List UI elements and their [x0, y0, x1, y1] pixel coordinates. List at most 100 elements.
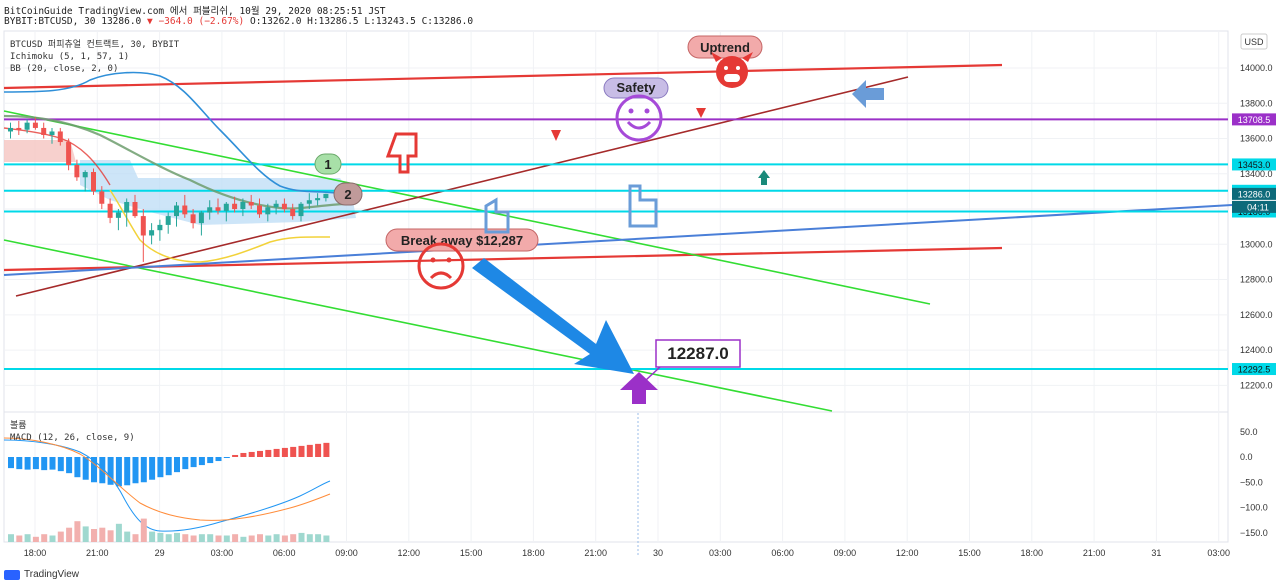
volume-bar: [57, 531, 64, 542]
trendline-blue[interactable]: [3, 204, 1233, 276]
candle-body: [290, 209, 296, 217]
price-label-text: 12292.5: [1238, 365, 1271, 375]
candle-body: [215, 207, 221, 211]
time-tick-label: 15:00: [958, 548, 981, 558]
macd-axis: 50.0 0.0 −50.0 −100.0 −150.0: [1240, 427, 1268, 538]
ohlc-values: O:13262.0 H:13286.5 L:13243.5 C:13286.0: [249, 16, 474, 27]
macd-bar: [215, 457, 222, 462]
candle-body: [49, 131, 55, 135]
candle-body: [124, 201, 130, 213]
hand-pointing-up-icon: [484, 197, 510, 234]
macd-bar: [174, 457, 180, 473]
time-tick-label: 18:00: [522, 548, 545, 558]
legend-symbol: BTCUSD 퍼피츄얼 컨트랙트, 30, BYBIT: [10, 39, 180, 50]
candle-body: [140, 216, 146, 236]
candle-body: [99, 191, 105, 204]
volume-bar: [82, 526, 89, 542]
big-down-arrow-icon: [472, 258, 634, 374]
candle-body: [306, 200, 312, 204]
macd-bar: [157, 457, 164, 478]
macd-bar: [207, 457, 214, 464]
candle-body: [190, 214, 196, 224]
candle-body: [24, 122, 30, 130]
candle-body: [91, 172, 96, 192]
time-tick-label: 21:00: [584, 548, 607, 558]
candle-body: [57, 131, 63, 143]
candle-body: [74, 164, 80, 178]
candle-body: [157, 224, 163, 231]
price-label-text: 13453.0: [1238, 160, 1271, 170]
volume-bar: [99, 527, 106, 542]
symbol-price: BYBIT:BTCUSD, 30 13286.0: [4, 16, 142, 27]
volume-bar: [240, 536, 247, 542]
macd-line: [3, 439, 331, 532]
macd-bar: [24, 457, 31, 470]
time-tick-label: 31: [1151, 548, 1161, 558]
candle-body: [182, 205, 188, 215]
trendline-green-upper[interactable]: [3, 110, 931, 305]
macd-bar: [248, 451, 255, 457]
price-tick-label: 13400.0: [1240, 169, 1273, 179]
price-tick-label: 13800.0: [1240, 98, 1273, 108]
countdown-text: 04:11: [1247, 202, 1269, 212]
macd-bar: [240, 452, 247, 457]
price-label-box: [1232, 363, 1276, 376]
annotation-2[interactable]: 2: [333, 182, 363, 206]
price-tick-label: 12400.0: [1240, 345, 1273, 355]
price-tick-label: 13600.0: [1240, 134, 1273, 144]
target-callout[interactable]: 12287.0: [620, 339, 741, 556]
macd-bar: [273, 448, 280, 457]
volume-bar: [281, 535, 288, 542]
price-axis[interactable]: 14000.013800.013600.013400.013200.013000…: [1240, 63, 1273, 390]
annotation-1[interactable]: 1: [314, 153, 342, 175]
legend-macd: MACD (12, 26, close, 9): [10, 433, 135, 443]
volume-bar: [140, 518, 147, 542]
volume-bar: [8, 534, 14, 542]
volume-bar: [207, 534, 214, 542]
safety-callout[interactable]: Safety: [603, 77, 669, 142]
time-tick-label: 06:00: [771, 548, 794, 558]
trendline-brown[interactable]: [15, 76, 909, 297]
time-axis[interactable]: 18:00 21:00 29 03:00 06:00 09:00 12:00 15:00 18:…: [24, 548, 1230, 558]
macd-bar: [82, 457, 89, 480]
volume-bar: [273, 534, 280, 542]
breakaway-label: Break away $12,287: [401, 233, 523, 248]
time-tick-label: 18:00: [24, 548, 47, 558]
trendline-green-lower[interactable]: [3, 239, 833, 412]
candle-body: [41, 127, 47, 135]
macd-bar: [74, 457, 81, 478]
macd-bar: [232, 454, 239, 457]
volume-bar: [265, 535, 272, 542]
candle-body: [323, 193, 329, 199]
bollinger-upper: [3, 71, 346, 195]
uptrend-callout[interactable]: Uptrend: [687, 35, 763, 88]
volume-bar: [298, 532, 305, 542]
candle-body: [16, 127, 22, 130]
breakaway-callout[interactable]: Break away $12,287: [385, 228, 539, 290]
volume-bar: [115, 523, 122, 542]
candle-body: [115, 212, 121, 218]
macd-bar: [149, 457, 156, 480]
macd-bar: [115, 457, 122, 487]
candle-body: [149, 230, 155, 236]
currency-button[interactable]: USD: [1240, 33, 1268, 50]
trendline-upper-red[interactable]: [3, 63, 1003, 90]
time-tick-label: 12:00: [398, 548, 421, 558]
ichimoku-cloud-red: [4, 140, 76, 162]
macd-bar: [182, 457, 189, 470]
candle-body: [248, 201, 254, 206]
time-tick-label: 15:00: [460, 548, 483, 558]
footer-brand[interactable]: TradingView: [4, 569, 79, 580]
candle-body: [265, 207, 271, 215]
volume-bar: [74, 521, 81, 542]
volume-bar: [49, 535, 56, 542]
tradingview-logo-icon: [4, 569, 20, 580]
legend-volume: 볼륨: [10, 420, 27, 431]
volume-bar: [232, 534, 239, 542]
macd-bar: [49, 457, 56, 470]
candle-body: [315, 198, 321, 201]
volume-bar: [149, 531, 156, 542]
volume-bar: [290, 534, 297, 542]
macd-bar: [323, 442, 330, 457]
